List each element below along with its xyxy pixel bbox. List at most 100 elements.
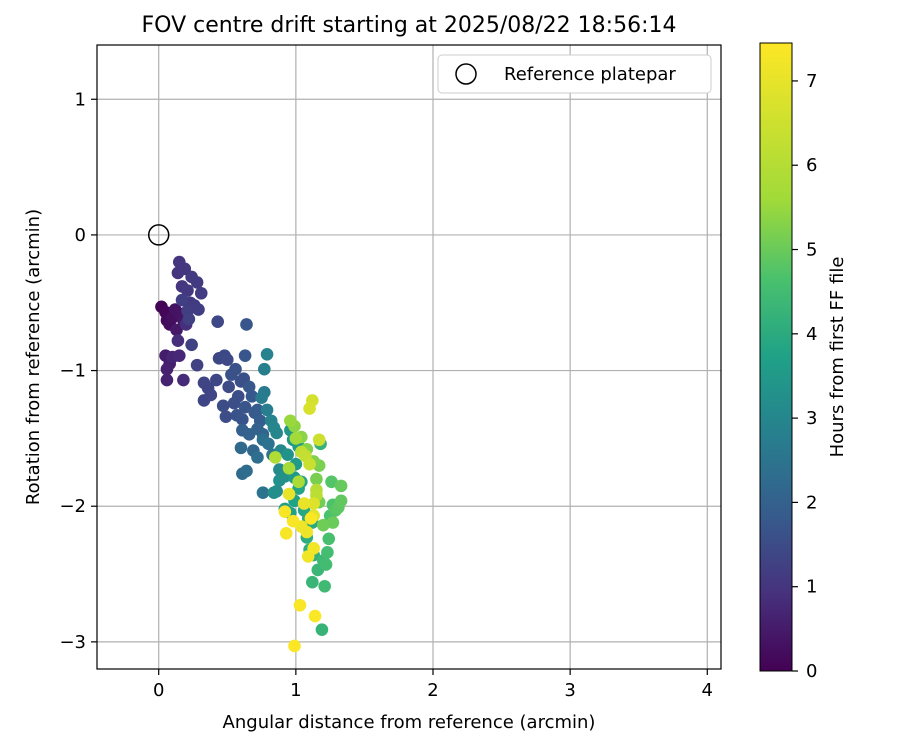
data-point [260,347,274,361]
data-point [278,505,292,518]
data-point [334,494,348,508]
data-point [334,479,348,493]
data-point [170,323,183,337]
data-point [284,414,297,428]
data-point [172,349,186,362]
data-point [219,410,233,423]
data-point [242,380,256,394]
plot-frame [96,44,722,670]
data-point [300,525,314,539]
colorbar-tick-label: 3 [806,408,817,429]
data-point [175,293,189,307]
data-point [322,532,336,546]
chart-title: FOV centre drift starting at 2025/08/22 … [142,13,677,38]
data-point [293,598,307,612]
data-point [216,399,230,413]
data-point [289,432,303,445]
colorbar-label: Hours from first FF file [827,257,848,458]
data-point [240,464,253,478]
colorbar: 0 1 2 3 4 5 6 7 Hours from first FF file [759,42,848,682]
data-point [260,403,274,417]
colorbar-gradient [759,42,793,672]
data-point [325,475,338,489]
data-point [268,451,282,464]
data-point [245,390,259,403]
data-point [210,373,223,387]
data-point [282,461,296,475]
data-point [255,391,268,404]
data-point [177,373,190,387]
data-points [155,255,348,653]
colorbar-tick-label: 0 [806,661,817,682]
data-point [236,413,249,426]
data-point [297,497,311,510]
data-point [326,516,340,529]
data-point [310,472,323,486]
axis-ticks: 0 1 2 3 4 1 0 −1 −2 −3 [59,89,713,701]
data-point [220,353,234,367]
x-tick-label: 3 [564,680,575,701]
data-point [282,487,296,501]
data-point [256,486,270,499]
data-point [312,433,326,447]
data-point [321,546,334,559]
data-point [286,514,300,528]
data-point [306,575,319,589]
colorbar-tick-label: 6 [806,155,817,176]
data-point [279,527,293,540]
data-point [240,318,253,331]
data-point [190,276,204,289]
y-tick-label: −2 [59,496,86,517]
grid [97,45,721,669]
x-tick-label: 0 [153,680,164,701]
data-point [307,497,320,510]
data-point [160,362,174,376]
y-tick-label: 1 [75,89,86,110]
data-point [281,448,294,461]
y-axis-label: Rotation from reference (arcmin) [23,209,44,505]
data-point [270,426,283,440]
data-point [308,609,322,623]
data-point [211,315,224,329]
data-point [303,402,316,415]
colorbar-tick-label: 2 [806,492,817,513]
colorbar-tick-label: 7 [806,71,817,92]
data-point [288,639,301,653]
data-point [267,486,281,499]
data-point [190,358,204,372]
colorbar-tick-label: 5 [806,240,817,261]
colorbar-ticks: 0 1 2 3 4 5 6 7 [792,71,817,682]
data-point [225,368,238,381]
data-point [316,518,330,532]
data-point [204,388,218,402]
data-point [192,303,205,316]
data-point [222,380,235,394]
data-point [303,457,316,471]
x-tick-label: 2 [427,680,438,701]
data-point [262,437,275,451]
x-axis-label: Angular distance from reference (arcmin) [223,712,596,733]
data-point [182,312,196,326]
data-point [319,558,333,571]
data-point [251,403,264,417]
data-point [181,284,194,297]
data-point [258,362,271,376]
data-point [292,475,305,489]
legend-box [437,54,712,94]
data-point [238,400,252,414]
data-point [234,441,248,455]
data-point [160,373,174,387]
x-tick-label: 1 [290,680,301,701]
data-point [194,286,208,300]
legend: Reference platepar [437,54,712,94]
y-tick-label: −1 [59,361,86,382]
reference-platepar-marker [147,224,170,246]
data-point [304,512,318,525]
data-point [185,338,198,352]
data-point [171,334,185,348]
colorbar-tick-label: 1 [806,577,817,598]
colorbar-tick-label: 4 [806,324,817,345]
legend-reference-icon [455,63,477,85]
legend-reference-label: Reference platepar [504,64,676,85]
